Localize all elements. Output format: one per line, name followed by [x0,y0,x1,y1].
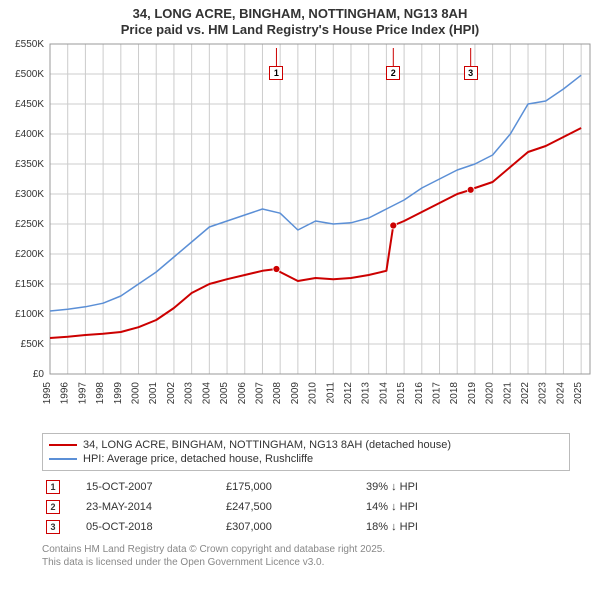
note-marker: 2 [46,500,60,514]
svg-text:2016: 2016 [414,382,425,405]
svg-text:2010: 2010 [308,382,319,405]
svg-text:1997: 1997 [77,382,88,405]
svg-text:£50K: £50K [21,339,45,350]
svg-text:2006: 2006 [237,382,248,405]
svg-text:2013: 2013 [361,382,372,405]
svg-text:2014: 2014 [378,382,389,405]
chart-title-block: 34, LONG ACRE, BINGHAM, NOTTINGHAM, NG13… [0,0,600,39]
legend-label: 34, LONG ACRE, BINGHAM, NOTTINGHAM, NG13… [83,439,451,451]
legend-item: 34, LONG ACRE, BINGHAM, NOTTINGHAM, NG13… [49,438,563,452]
svg-text:£0: £0 [33,369,45,380]
svg-text:2005: 2005 [219,382,230,405]
svg-text:£300K: £300K [15,189,44,200]
svg-text:2018: 2018 [449,382,460,405]
title-line-1: 34, LONG ACRE, BINGHAM, NOTTINGHAM, NG13… [10,6,590,22]
svg-text:1998: 1998 [95,382,106,405]
title-line-2: Price paid vs. HM Land Registry's House … [10,22,590,38]
svg-text:2002: 2002 [166,382,177,405]
svg-text:£100K: £100K [15,309,44,320]
legend-label: HPI: Average price, detached house, Rush… [83,453,313,465]
svg-text:£550K: £550K [15,39,44,50]
chart-legend: 34, LONG ACRE, BINGHAM, NOTTINGHAM, NG13… [42,433,570,471]
svg-text:£500K: £500K [15,69,44,80]
chart-container: £0 £50K £100K £150K £200K £250K £300K £350K £400… [0,39,600,429]
svg-text:2003: 2003 [184,382,195,405]
svg-text:2020: 2020 [485,382,496,405]
note-date: 15-OCT-2007 [82,477,222,497]
footer-line: This data is licensed under the Open Gov… [42,556,570,569]
svg-text:1999: 1999 [113,382,124,405]
note-marker: 1 [46,480,60,494]
note-date: 23-MAY-2014 [82,497,222,517]
svg-text:2000: 2000 [131,382,142,405]
svg-text:£200K: £200K [15,249,44,260]
note-row: 3 05-OCT-2018£307,00018% ↓ HPI [42,517,570,537]
svg-text:2019: 2019 [467,382,478,405]
chart-marker: 1 [269,66,283,80]
transaction-notes: 1 15-OCT-2007£175,00039% ↓ HPI 2 23-MAY-201… [42,477,570,537]
svg-text:2022: 2022 [520,382,531,405]
legend-item: HPI: Average price, detached house, Rush… [49,452,563,466]
svg-text:1996: 1996 [60,382,71,405]
svg-text:2004: 2004 [201,382,212,405]
note-price: £175,000 [222,477,362,497]
svg-text:2011: 2011 [325,382,336,404]
note-delta: 18% ↓ HPI [362,517,570,537]
note-price: £307,000 [222,517,362,537]
note-date: 05-OCT-2018 [82,517,222,537]
note-marker: 3 [46,520,60,534]
note-row: 2 23-MAY-2014£247,50014% ↓ HPI [42,497,570,517]
svg-text:2015: 2015 [396,382,407,405]
svg-text:£450K: £450K [15,99,44,110]
svg-text:2023: 2023 [538,382,549,405]
svg-text:2021: 2021 [502,382,513,405]
note-delta: 39% ↓ HPI [362,477,570,497]
chart-marker: 2 [386,66,400,80]
note-price: £247,500 [222,497,362,517]
legend-swatch [49,444,77,446]
svg-text:2008: 2008 [272,382,283,405]
svg-text:2012: 2012 [343,382,354,405]
svg-text:2007: 2007 [254,382,265,405]
line-chart: £0 £50K £100K £150K £200K £250K £300K £350K £400… [0,39,600,429]
chart-marker: 3 [464,66,478,80]
note-row: 1 15-OCT-2007£175,00039% ↓ HPI [42,477,570,497]
svg-text:£400K: £400K [15,129,44,140]
svg-text:2009: 2009 [290,382,301,405]
svg-text:2001: 2001 [148,382,159,405]
footer-attribution: Contains HM Land Registry data © Crown c… [42,543,570,569]
svg-text:2024: 2024 [555,382,566,405]
note-delta: 14% ↓ HPI [362,497,570,517]
svg-text:2025: 2025 [573,382,584,405]
svg-text:£350K: £350K [15,159,44,170]
svg-text:1995: 1995 [42,382,53,405]
legend-swatch [49,458,77,460]
svg-text:2017: 2017 [432,382,443,405]
footer-line: Contains HM Land Registry data © Crown c… [42,543,570,556]
svg-text:£150K: £150K [15,279,44,290]
svg-text:£250K: £250K [15,219,44,230]
